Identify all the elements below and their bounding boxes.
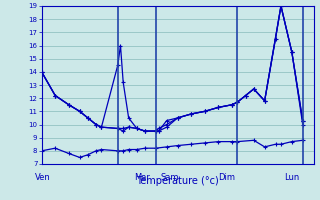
Text: Sam: Sam <box>160 173 179 182</box>
Text: Dim: Dim <box>218 173 235 182</box>
Text: Mar: Mar <box>134 173 150 182</box>
Text: Lun: Lun <box>284 173 300 182</box>
Text: Ven: Ven <box>35 173 51 182</box>
X-axis label: Température (°c): Température (°c) <box>136 175 219 186</box>
